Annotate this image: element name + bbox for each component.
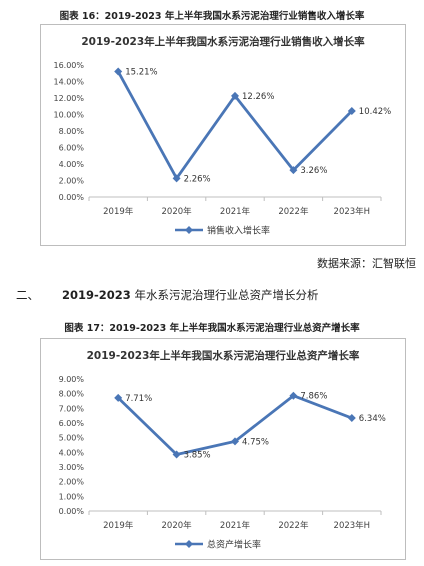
data-point-marker	[289, 391, 298, 400]
y-tick-label: 3.00%	[59, 463, 85, 472]
section-number: 二、	[16, 288, 39, 302]
data-label: 7.71%	[125, 394, 152, 404]
data-point-marker	[347, 414, 356, 423]
section-years: 2019-2023	[62, 288, 131, 302]
legend-marker-icon	[185, 226, 193, 234]
y-tick-label: 7.00%	[59, 404, 85, 413]
x-tick-label: 2023年H	[334, 206, 371, 217]
asset-growth-chart: 2019-2023年上半年我国水系污泥治理行业总资产增长率 0.00% 1.00% 2…	[59, 349, 386, 551]
x-tick-label: 2019年	[103, 206, 134, 217]
y-tick-label: 4.00%	[59, 448, 85, 457]
y-tick-label: 14.00%	[53, 78, 84, 87]
data-label: 4.75%	[242, 437, 269, 447]
data-source: 数据来源：汇智联恒	[317, 257, 416, 270]
y-tick-label: 10.00%	[53, 111, 84, 120]
y-tick-label: 6.00%	[59, 419, 85, 428]
y-tick-label: 2.00%	[59, 478, 85, 487]
data-point-marker	[289, 166, 298, 175]
x-tick-label: 2022年	[278, 520, 309, 531]
y-tick-label: 0.00%	[59, 507, 85, 516]
legend-label: 销售收入增长率	[207, 225, 270, 237]
data-point-marker	[231, 91, 239, 100]
data-point-marker	[347, 107, 356, 116]
series-line	[117, 394, 353, 456]
data-point-marker	[114, 67, 123, 76]
x-tick-label: 2022年	[278, 206, 309, 217]
chart-1-frame: 2019-2023年上半年我国水系污泥治理行业销售收入增长率 0.00% 2.00%…	[40, 24, 406, 246]
legend-label: 总资产增长率	[207, 539, 261, 551]
x-tick-label: 2019年	[103, 520, 134, 531]
data-point-marker	[231, 437, 239, 446]
data-point-marker	[172, 174, 181, 183]
y-tick-label: 1.00%	[59, 492, 85, 501]
y-tick-label: 12.00%	[53, 94, 84, 103]
y-tick-label: 5.00%	[59, 434, 85, 443]
figure-caption-2: 图表 17：2019-2023 年上半年我国水系污泥治理行业总资产增长率	[64, 323, 360, 334]
y-tick-label: 8.00%	[59, 127, 85, 136]
y-tick-label: 4.00%	[59, 160, 85, 169]
sales-growth-chart: 2019-2023年上半年我国水系污泥治理行业销售收入增长率 0.00% 2.00%…	[53, 35, 391, 237]
figure-caption-1: 图表 16：2019-2023 年上半年我国水系污泥治理行业销售收入增长率	[59, 11, 365, 22]
data-label: 2.26%	[184, 174, 211, 184]
chart-2-frame: 2019-2023年上半年我国水系污泥治理行业总资产增长率 0.00% 1.00% 2…	[40, 338, 406, 560]
data-label: 12.26%	[242, 92, 274, 102]
x-tick-label: 2021年	[220, 520, 251, 531]
x-tick-label: 2020年	[162, 520, 193, 531]
chart-title: 2019-2023年上半年我国水系污泥治理行业总资产增长率	[87, 349, 360, 362]
data-point-marker	[172, 450, 181, 459]
data-point-marker	[114, 393, 123, 402]
series-line	[116, 70, 353, 180]
y-tick-label: 9.00%	[59, 375, 85, 384]
legend-marker-icon	[185, 540, 193, 548]
y-tick-label: 0.00%	[59, 193, 85, 202]
x-tick-label: 2023年H	[334, 520, 371, 531]
y-tick-label: 2.00%	[59, 177, 85, 186]
x-tick-label: 2021年	[220, 206, 251, 217]
data-label: 3.26%	[300, 166, 327, 176]
section-title: 年水系污泥治理行业总资产增长分析	[130, 288, 319, 302]
data-label: 3.85%	[184, 451, 211, 461]
chart-title: 2019-2023年上半年我国水系污泥治理行业销售收入增长率	[81, 35, 365, 48]
y-tick-label: 6.00%	[59, 144, 85, 153]
x-tick-label: 2020年	[162, 206, 193, 217]
data-label: 10.42%	[359, 107, 391, 117]
y-tick-label: 16.00%	[53, 61, 84, 70]
data-label: 15.21%	[125, 68, 157, 78]
data-label: 6.34%	[359, 414, 386, 424]
y-tick-label: 8.00%	[59, 390, 85, 399]
section-heading: 二、 2019-2023 年水系污泥治理行业总资产增长分析	[16, 287, 318, 303]
data-label: 7.86%	[300, 392, 327, 402]
